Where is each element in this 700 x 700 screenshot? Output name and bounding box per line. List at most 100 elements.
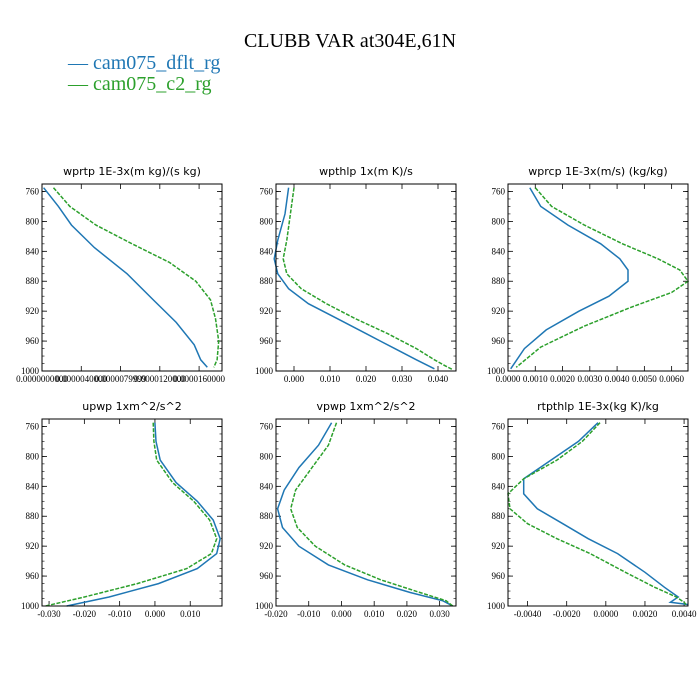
y-tick-label: 800 <box>492 451 506 461</box>
series-line-dflt <box>276 422 454 607</box>
y-tick-label: 880 <box>260 511 274 521</box>
x-tick-label: 0.0040 <box>605 374 630 384</box>
panel-2: wpthlp 1x(m K)/s 760 800 840 880 920 960 1000 0.… <box>255 165 457 384</box>
x-tick-label: -0.030 <box>37 609 61 619</box>
x-tick-label: 0.0020 <box>550 374 575 384</box>
y-tick-label: 840 <box>260 246 274 256</box>
y-tick-label: 880 <box>26 276 40 286</box>
x-tick-label: 0.0060 <box>659 374 684 384</box>
x-tick-label: 0.0020 <box>633 609 658 619</box>
x-tick-label: 0.010 <box>180 609 201 619</box>
y-tick-label: 960 <box>492 336 506 346</box>
y-tick-label: 840 <box>492 246 506 256</box>
y-tick-label: 920 <box>26 541 40 551</box>
y-tick-label: 920 <box>492 541 506 551</box>
x-tick-label: 0.020 <box>397 609 418 619</box>
y-tick-label: 1000 <box>255 366 274 376</box>
x-tick-label: -0.020 <box>264 609 288 619</box>
y-tick-label: 760 <box>260 421 274 431</box>
y-tick-label: 920 <box>260 306 274 316</box>
y-tick-label: 880 <box>26 511 40 521</box>
x-tick-label: 0.0000 <box>496 374 521 384</box>
x-tick-label: 0.000 <box>331 609 352 619</box>
x-tick-label: -0.010 <box>297 609 321 619</box>
x-tick-label: 0.0000 <box>593 609 618 619</box>
plot-frame <box>507 183 689 372</box>
panel-title: vpwp 1xm^2/s^2 <box>316 400 415 413</box>
x-tick-label: 0.030 <box>430 609 451 619</box>
y-tick-label: 760 <box>260 186 274 196</box>
y-tick-label: 760 <box>26 186 40 196</box>
series-line-c2 <box>507 422 687 605</box>
series-line-dflt <box>510 187 629 370</box>
x-tick-label: 0.0050 <box>632 374 657 384</box>
x-tick-label: 0.0000040000 <box>55 374 107 384</box>
x-tick-label: 0.0000120000 <box>134 374 186 384</box>
plot-frame <box>275 183 457 372</box>
y-tick-label: 840 <box>26 246 40 256</box>
series-line-c2 <box>515 187 690 368</box>
y-tick-label: 920 <box>26 306 40 316</box>
x-tick-label: 0.010 <box>320 374 341 384</box>
x-tick-label: 0.020 <box>356 374 377 384</box>
x-tick-label: -0.010 <box>108 609 132 619</box>
panel-1: wprtp 1E-3x(m kg)/(s kg) 760 800 840 880 920 9… <box>16 165 225 384</box>
y-tick-label: 800 <box>260 451 274 461</box>
x-tick-label: 0.000 <box>145 609 166 619</box>
x-tick-label: 0.0000000000 <box>16 374 68 384</box>
x-tick-label: 0.010 <box>364 609 385 619</box>
series-line-dflt <box>273 187 435 370</box>
y-tick-label: 840 <box>260 481 274 491</box>
y-tick-label: 800 <box>492 216 506 226</box>
y-tick-label: 760 <box>492 186 506 196</box>
x-tick-label: 0.0040 <box>672 609 697 619</box>
series-line-c2 <box>45 422 218 607</box>
x-tick-label: 0.0000160000 <box>173 374 225 384</box>
series-line-c2 <box>282 187 453 371</box>
x-tick-label: -0.020 <box>73 609 97 619</box>
series-line-dflt <box>43 187 208 368</box>
y-tick-label: 960 <box>260 571 274 581</box>
y-tick-label: 960 <box>26 336 40 346</box>
legend-entry-c2: — cam075_c2_rg <box>68 73 212 95</box>
panel-title: wprcp 1E-3x(m/s) (kg/kg) <box>528 165 667 178</box>
plot-frame <box>41 418 223 607</box>
y-tick-label: 760 <box>26 421 40 431</box>
panel-title: wprtp 1E-3x(m kg)/(s kg) <box>63 165 201 178</box>
x-tick-label: 0.0030 <box>577 374 602 384</box>
y-tick-label: 840 <box>26 481 40 491</box>
series-line-dflt <box>522 422 689 606</box>
y-tick-label: 800 <box>26 216 40 226</box>
panel-3: wprcp 1E-3x(m/s) (kg/kg) 760 800 840 880 920 9… <box>487 165 690 384</box>
y-tick-label: 880 <box>260 276 274 286</box>
x-tick-label: 0.0000079999 <box>95 374 147 384</box>
y-tick-label: 960 <box>260 336 274 346</box>
y-tick-label: 960 <box>26 571 40 581</box>
x-tick-label: -0.0040 <box>514 609 542 619</box>
y-tick-label: 1000 <box>21 366 40 376</box>
panel-5: vpwp 1xm^2/s^27608008408809209601000-0.0… <box>255 400 457 619</box>
panel-title: rtpthlp 1E-3x(kg K)/kg <box>537 400 659 413</box>
x-tick-label: 0.030 <box>392 374 413 384</box>
y-tick-label: 920 <box>492 306 506 316</box>
x-tick-label: 0.0010 <box>523 374 548 384</box>
panel-title: wpthlp 1x(m K)/s <box>319 165 413 178</box>
y-tick-label: 1000 <box>21 601 40 611</box>
y-tick-label: 880 <box>492 276 506 286</box>
y-tick-label: 1000 <box>255 601 274 611</box>
y-tick-label: 760 <box>492 421 506 431</box>
figure-title: CLUBB VAR at304E,61N <box>243 30 457 52</box>
x-tick-label: -0.0020 <box>553 609 581 619</box>
y-tick-label: 1000 <box>487 601 506 611</box>
panel-6: rtpthlp 1E-3x(kg K)/kg 760 800 840 880 920 960… <box>487 400 697 619</box>
plot-frame <box>275 418 457 607</box>
series-line-c2 <box>289 422 454 607</box>
y-tick-label: 920 <box>260 541 274 551</box>
x-tick-label: 0.040 <box>428 374 449 384</box>
plot-frame <box>507 418 689 607</box>
y-tick-label: 840 <box>492 481 506 491</box>
plot-frame <box>41 183 223 372</box>
series-line-dflt <box>66 422 221 607</box>
panel-title: upwp 1xm^2/s^2 <box>82 400 182 413</box>
